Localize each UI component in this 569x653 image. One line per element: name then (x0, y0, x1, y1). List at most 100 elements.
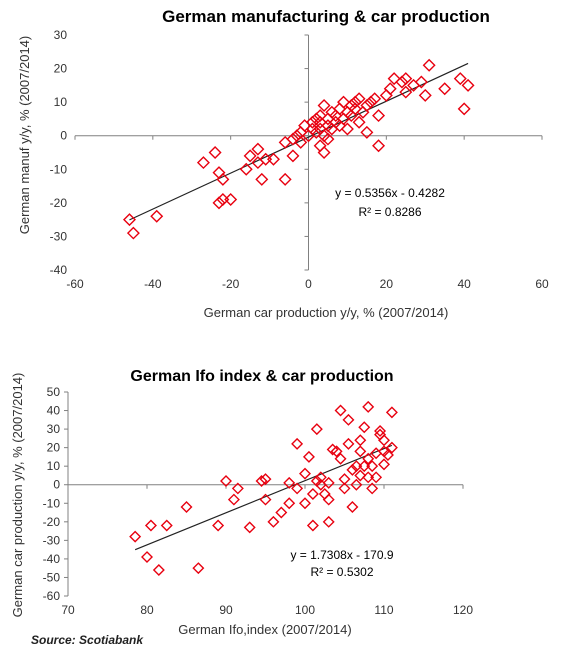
data-point (399, 85, 413, 99)
data-point (461, 78, 475, 92)
data-point (283, 497, 296, 510)
y-tick-label: -30 (50, 229, 68, 243)
data-point (378, 434, 390, 447)
data-point (306, 488, 319, 500)
data-point (395, 75, 409, 89)
data-point (385, 441, 398, 454)
y-tick-label: 10 (54, 95, 68, 109)
data-point (255, 172, 269, 186)
y-tick-label: 30 (47, 422, 61, 436)
data-point (372, 109, 386, 123)
data-point (239, 162, 253, 176)
data-point (122, 213, 136, 227)
data-point (141, 551, 153, 564)
data-point (340, 122, 354, 136)
data-point (366, 460, 379, 473)
data-point (317, 146, 331, 159)
y-tick-label: 50 (47, 385, 61, 399)
chart-2: German Ifo index & car production 70 80 90… (10, 368, 473, 637)
data-point (360, 125, 374, 139)
x-tick-label: 110 (374, 603, 393, 617)
y-tick-label: 0 (60, 129, 67, 143)
data-point (309, 125, 323, 139)
y-tick-label: -20 (43, 515, 61, 529)
data-point (180, 500, 193, 513)
data-point (259, 493, 272, 506)
chart-1-y-axis-label: German manuf y/y, % (2007/2014) (17, 36, 32, 234)
data-point (350, 478, 363, 491)
data-point (251, 142, 265, 156)
data-point (314, 471, 327, 484)
data-point (216, 172, 230, 186)
chart-2-tick-labels: 70 80 90 100 110 120 -60 -50 -40 -30 -20 -10 0 10 20 30… (43, 385, 474, 617)
data-point (330, 445, 343, 458)
data-point (306, 519, 319, 532)
data-point (399, 72, 413, 86)
data-point (346, 500, 359, 513)
data-point (227, 493, 240, 506)
data-point (374, 428, 387, 441)
data-point (310, 423, 323, 436)
x-tick-label: 80 (140, 603, 154, 617)
y-tick-label: 30 (54, 28, 68, 42)
chart-2-axes (64, 391, 464, 597)
data-point (457, 102, 471, 116)
data-point (212, 196, 226, 210)
data-point (354, 434, 367, 447)
data-point (212, 519, 225, 532)
data-point (243, 149, 257, 163)
data-point (299, 497, 311, 510)
data-point (366, 482, 379, 495)
y-tick-label: -40 (50, 263, 68, 277)
data-point (370, 471, 383, 484)
data-point (352, 115, 366, 129)
data-point (362, 471, 375, 484)
y-tick-label: 10 (47, 459, 61, 473)
data-point (322, 493, 335, 506)
data-point (318, 488, 331, 500)
x-tick-label: 70 (61, 603, 75, 617)
data-point (322, 476, 335, 489)
data-point (387, 72, 401, 86)
chart-2-y-axis-label: German car production y/y, % (2007/2014) (10, 373, 25, 618)
data-point (342, 413, 355, 426)
chart-2-title: German Ifo index & car production (130, 368, 393, 385)
data-point (338, 482, 351, 495)
y-tick-label: 20 (54, 62, 68, 76)
data-point (383, 82, 397, 96)
y-tick-label: -50 (43, 570, 61, 584)
data-point (374, 424, 387, 437)
y-tick-label: 20 (47, 441, 61, 455)
x-tick-label: -60 (66, 277, 84, 291)
data-point (354, 469, 367, 482)
data-point (364, 95, 378, 109)
data-point (348, 95, 362, 109)
x-tick-label: 100 (295, 603, 315, 617)
chart-1-equation: y = 0.5356x - 0.4282 (335, 186, 445, 200)
chart-2-x-axis-label: German Ifo,index (2007/2014) (178, 622, 351, 637)
chart-1-points (122, 58, 475, 240)
data-point (317, 99, 331, 112)
data-point (259, 473, 272, 486)
chart-2-r-squared: R² = 0.5302 (310, 565, 373, 579)
data-point (150, 209, 164, 223)
data-point (208, 146, 222, 159)
data-point (322, 515, 335, 528)
data-point (299, 467, 311, 480)
x-tick-label: 90 (219, 603, 233, 617)
y-tick-label: -60 (43, 589, 61, 603)
data-point (129, 530, 142, 543)
x-tick-label: 20 (380, 277, 394, 291)
data-point (414, 75, 428, 89)
data-point (231, 482, 244, 495)
data-point (224, 193, 238, 206)
data-point (283, 476, 296, 489)
chart-2-equation: y = 1.7308x - 170.9 (290, 548, 393, 562)
data-point (313, 109, 327, 123)
y-tick-label: 0 (53, 478, 60, 492)
data-point (267, 515, 280, 528)
y-tick-label: -10 (50, 162, 68, 176)
data-point (334, 404, 347, 417)
data-point (418, 88, 432, 102)
data-point (286, 149, 300, 163)
